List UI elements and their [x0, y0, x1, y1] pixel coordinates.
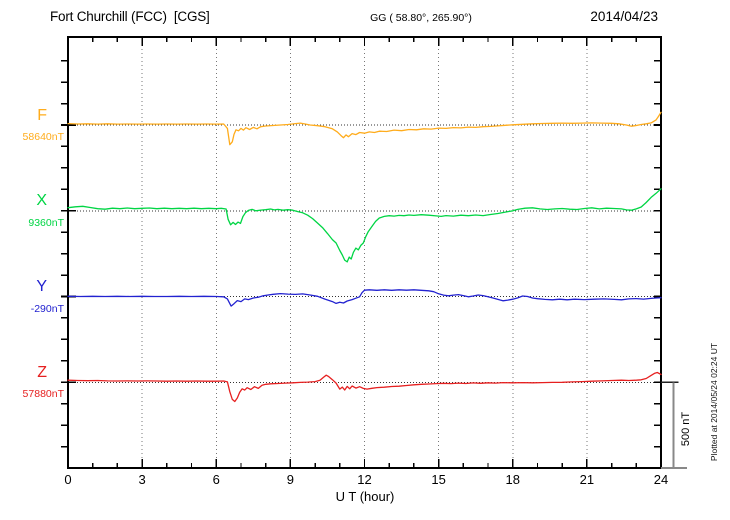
- hour-label-6: 6: [212, 472, 220, 487]
- geographic-coordinates: GG ( 58.80°, 265.90°): [370, 12, 472, 24]
- amplitude-scale-bar: 500 nT: [661, 381, 692, 469]
- plotted-at-note: Plotted at 2014/05/24 02:24 UT: [709, 343, 719, 461]
- plot-frame: [67, 36, 662, 469]
- series-letter-F: F: [37, 106, 47, 124]
- hour-label-3: 3: [138, 472, 146, 487]
- hour-label-12: 12: [357, 472, 372, 487]
- series-letter-X: X: [36, 192, 47, 210]
- series-base-value-Z: 57880nT: [22, 388, 64, 401]
- trace-X: [67, 188, 662, 263]
- series-letter-Y: Y: [36, 278, 47, 295]
- trace-Y: [67, 289, 662, 307]
- gridlines: [141, 37, 588, 468]
- observation-date: 2014/04/23: [590, 9, 658, 24]
- hour-label-15: 15: [431, 472, 446, 487]
- hour-label-21: 21: [579, 472, 595, 487]
- hour-label-24: 24: [653, 472, 669, 487]
- hour-label-9: 9: [286, 472, 294, 487]
- traces: [67, 111, 662, 403]
- axis-ticks: [61, 37, 662, 468]
- series-base-value-F: 58640nT: [22, 131, 64, 143]
- scale-bar-label: 500 nT: [680, 412, 692, 447]
- hour-label-18: 18: [505, 472, 520, 487]
- trace-Z: [67, 371, 662, 403]
- trace-F: [67, 111, 662, 146]
- station-title: Fort Churchill (FCC) [CGS]: [50, 9, 210, 24]
- hour-label-0: 0: [64, 472, 72, 487]
- x-axis-title: U T (hour): [335, 489, 395, 504]
- series-base-value-Y: -290nT: [30, 302, 64, 315]
- series-letter-Z: Z: [37, 363, 47, 381]
- series-base-value-X: 9360nT: [28, 216, 64, 229]
